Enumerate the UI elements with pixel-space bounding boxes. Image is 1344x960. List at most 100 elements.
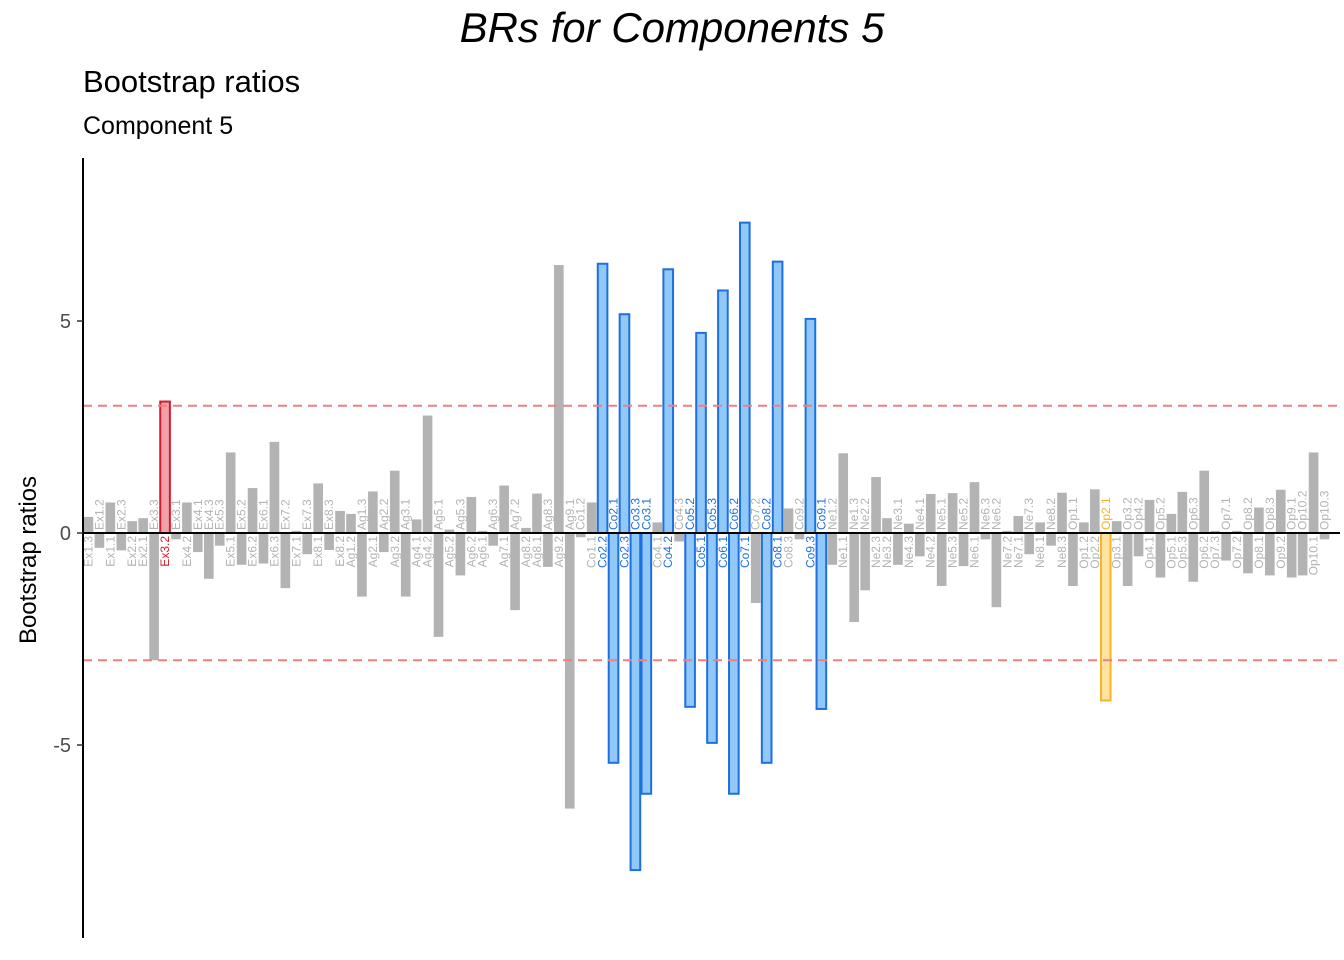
bar-Co7.1 bbox=[738, 221, 751, 534]
bar-Op6.2 bbox=[1199, 470, 1210, 533]
bar-label-Ne6.2: Ne6.2 bbox=[989, 498, 1003, 530]
bar-Ne3.1 bbox=[893, 533, 903, 565]
bar-Ag5.2 bbox=[444, 529, 455, 533]
bar-Ne7.1 bbox=[1013, 516, 1024, 533]
bars-layer bbox=[83, 221, 1330, 872]
bar-label-Ag9.1: Ag9.1 bbox=[563, 498, 577, 530]
bar-Ag2.1 bbox=[368, 491, 378, 533]
bar-Ag2.2 bbox=[379, 533, 389, 553]
bar-label-Co5.3: Co5.3 bbox=[705, 498, 719, 530]
bar-Ex6.2 bbox=[247, 488, 258, 533]
bar-label-Op8.1: Op8.1 bbox=[1252, 536, 1266, 569]
y-tick-label: 0 bbox=[60, 523, 71, 545]
bar-Ne8.3 bbox=[1057, 492, 1067, 533]
bar-label-Ne8.2: Ne8.2 bbox=[1044, 498, 1058, 530]
bar-Op6.3 bbox=[1188, 533, 1199, 582]
bar-Ex5.1 bbox=[225, 452, 236, 533]
bar-label-Ex6.2: Ex6.2 bbox=[246, 536, 260, 567]
bar-Ex7.1 bbox=[291, 530, 302, 533]
bar-label-Ag8.3: Ag8.3 bbox=[541, 498, 555, 530]
bar-label-Ne7.1: Ne7.1 bbox=[1011, 536, 1025, 568]
bar-Ne2.2 bbox=[860, 533, 870, 591]
bar-label-Ag4.1: Ag4.1 bbox=[410, 536, 424, 568]
bar-Op1.2 bbox=[1079, 522, 1089, 533]
bar-label-Co1.1: Co1.1 bbox=[585, 536, 599, 568]
bar-label-Co5.2: Co5.2 bbox=[683, 498, 697, 530]
bar-Ne1.1 bbox=[838, 453, 849, 533]
bar-Ag7.1 bbox=[499, 485, 509, 533]
bar-label-Ex3.2: Ex3.2 bbox=[158, 536, 172, 567]
bar-label-Ex5.2: Ex5.2 bbox=[235, 499, 249, 530]
bar-label-Ne1.3: Ne1.3 bbox=[847, 498, 861, 530]
bar-Ex8.1 bbox=[313, 483, 323, 533]
bar-Ne4.2 bbox=[925, 493, 936, 533]
main-title: BRs for Components 5 bbox=[459, 4, 885, 51]
bar-Ag8.2 bbox=[521, 527, 531, 533]
bar-label-Co2.2: Co2.2 bbox=[596, 536, 610, 568]
bar-label-Ex7.2: Ex7.2 bbox=[278, 499, 292, 530]
bar-Ne4.3 bbox=[904, 523, 914, 533]
bar-label-Ne6.1: Ne6.1 bbox=[968, 536, 982, 568]
bar-Op10.2 bbox=[1297, 533, 1308, 576]
bar-label-Ne7.2: Ne7.2 bbox=[1000, 536, 1014, 568]
bar-Ne7.3 bbox=[1024, 533, 1035, 555]
bar-Co8.3 bbox=[783, 508, 794, 533]
bar-Co4.1 bbox=[652, 522, 663, 533]
bar-Ex6.3 bbox=[269, 441, 280, 533]
bar-Co4.3 bbox=[674, 533, 684, 542]
bar-Co7.2 bbox=[750, 533, 761, 603]
bar-Ag6.2 bbox=[466, 496, 477, 533]
bar-label-Op9.1: Op9.1 bbox=[1285, 497, 1299, 530]
bar-Ag4.2 bbox=[422, 415, 433, 533]
bar-Ag4.1 bbox=[411, 519, 422, 533]
bar-label-Co2.3: Co2.3 bbox=[617, 536, 631, 568]
bar-label-Ex7.1: Ex7.1 bbox=[289, 536, 303, 567]
bar-label-Ex2.1: Ex2.1 bbox=[136, 536, 150, 567]
bar-label-Ne3.1: Ne3.1 bbox=[891, 498, 905, 530]
bar-Ag3.1 bbox=[400, 533, 411, 597]
bar-Ex3.3 bbox=[149, 533, 159, 661]
bar-label-Ne6.3: Ne6.3 bbox=[978, 498, 992, 530]
bar-Co3.3 bbox=[629, 532, 642, 872]
bar-Co1.2 bbox=[575, 533, 586, 538]
bar-label-Co2.1: Co2.1 bbox=[607, 498, 621, 530]
bar-Op7.2 bbox=[1232, 530, 1242, 533]
bar-label-Ne1.1: Ne1.1 bbox=[836, 536, 850, 568]
bar-label-Op4.1: Op4.1 bbox=[1143, 536, 1157, 569]
bar-label-Op3.1: Op3.1 bbox=[1110, 536, 1124, 569]
bar-label-Op6.2: Op6.2 bbox=[1197, 536, 1211, 569]
bar-label-Ne4.1: Ne4.1 bbox=[913, 498, 927, 530]
bar-label-Op5.1: Op5.1 bbox=[1164, 536, 1178, 569]
bar-label-Op5.3: Op5.3 bbox=[1175, 536, 1189, 569]
bar-label-Ne5.2: Ne5.2 bbox=[957, 498, 971, 530]
bar-Ne8.1 bbox=[1035, 522, 1045, 533]
bar-Ex5.3 bbox=[214, 533, 225, 546]
bar-Op4.1 bbox=[1144, 499, 1155, 533]
bar-label-Op10.2: Op10.2 bbox=[1296, 490, 1310, 530]
bar-label-Op2.2: Op2.2 bbox=[1088, 536, 1102, 569]
bar-label-Ne3.2: Ne3.2 bbox=[880, 536, 894, 568]
bar-label-Ag9.2: Ag9.2 bbox=[552, 536, 566, 568]
bar-label-Op7.2: Op7.2 bbox=[1230, 536, 1244, 569]
bar-label-Ag2.2: Ag2.2 bbox=[377, 498, 391, 530]
bar-label-Ag8.2: Ag8.2 bbox=[519, 536, 533, 568]
bar-label-Ag5.1: Ag5.1 bbox=[432, 498, 446, 530]
bar-label-Ag8.1: Ag8.1 bbox=[530, 536, 544, 568]
bar-label-Ex2.2: Ex2.2 bbox=[125, 536, 139, 567]
bar-Ex1.1 bbox=[105, 502, 116, 533]
chart-title: Bootstrap ratios bbox=[83, 64, 301, 99]
bar-Op3.2 bbox=[1122, 533, 1133, 586]
bar-Ex6.1 bbox=[258, 533, 269, 564]
bar-label-Co9.1: Co9.1 bbox=[814, 498, 828, 530]
bar-label-Ex3.3: Ex3.3 bbox=[147, 499, 161, 530]
bar-Op9.1 bbox=[1286, 533, 1297, 578]
bar-label-Ex4.3: Ex4.3 bbox=[202, 499, 216, 530]
bar-label-Ex5.1: Ex5.1 bbox=[224, 536, 238, 567]
y-axis-label: Bootstrap ratios bbox=[15, 476, 42, 644]
bar-label-Op7.1: Op7.1 bbox=[1219, 497, 1233, 530]
bar-label-Ex8.3: Ex8.3 bbox=[322, 499, 336, 530]
bar-Ne3.2 bbox=[882, 518, 892, 533]
bar-Op1.1 bbox=[1068, 533, 1078, 586]
bar-label-Ag3.2: Ag3.2 bbox=[388, 536, 402, 568]
bar-label-Ag6.1: Ag6.1 bbox=[475, 536, 489, 568]
